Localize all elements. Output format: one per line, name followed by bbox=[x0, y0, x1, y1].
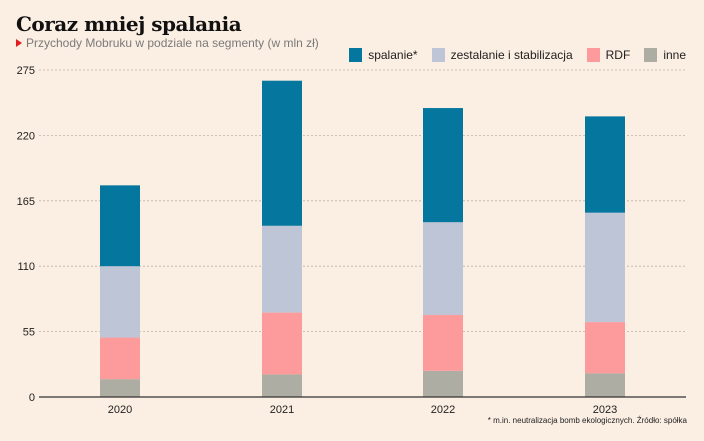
red-triangle-icon bbox=[16, 39, 22, 47]
y-tick-label: 220 bbox=[17, 130, 35, 142]
legend-label: spalanie* bbox=[368, 48, 418, 62]
x-tick-label: 2023 bbox=[593, 404, 617, 416]
bar-segment-spalanie bbox=[262, 80, 302, 226]
bar-segment-inne bbox=[100, 379, 140, 397]
bar-segment-inne bbox=[423, 370, 463, 397]
chart-subtitle: Przychody Mobruku w podziale na segmenty… bbox=[16, 36, 319, 50]
legend-item: inne bbox=[644, 48, 686, 62]
legend-label: inne bbox=[663, 48, 686, 62]
legend-swatch bbox=[349, 48, 363, 62]
bar-segment-zestalanie-i-stabilizacja bbox=[423, 222, 463, 315]
legend-swatch bbox=[431, 48, 445, 62]
bar-segment-rdf bbox=[585, 322, 625, 374]
bar-segment-spalanie bbox=[585, 116, 625, 213]
legend-swatch bbox=[586, 48, 600, 62]
x-tick-label: 2020 bbox=[108, 404, 132, 416]
footnote: * m.in. neutralizacja bomb ekologicznych… bbox=[487, 416, 687, 425]
legend-item: spalanie* bbox=[349, 48, 418, 62]
bar-segment-inne bbox=[585, 373, 625, 397]
y-tick-label: 55 bbox=[23, 327, 35, 339]
bar-segment-rdf bbox=[100, 337, 140, 380]
bar-segment-zestalanie-i-stabilizacja bbox=[585, 212, 625, 323]
bar-segment-rdf bbox=[262, 312, 302, 375]
legend-label: RDF bbox=[605, 48, 631, 62]
x-tick-label: 2022 bbox=[431, 404, 455, 416]
bar-segment-spalanie bbox=[100, 185, 140, 267]
legend-item: RDF bbox=[586, 48, 631, 62]
y-tick-label: 275 bbox=[17, 65, 35, 77]
legend-label: zestalanie i stabilizacja bbox=[450, 48, 573, 62]
subtitle-text: Przychody Mobruku w podziale na segmenty… bbox=[26, 36, 319, 50]
y-tick-label: 0 bbox=[29, 392, 35, 404]
chart-title: Coraz mniej spalania bbox=[16, 12, 242, 36]
y-tick-label: 110 bbox=[17, 261, 35, 273]
bar-segment-spalanie bbox=[423, 108, 463, 223]
bar-segment-rdf bbox=[423, 314, 463, 371]
legend: spalanie* zestalanie i stabilizacja RDF inn… bbox=[335, 48, 686, 62]
bar-segment-zestalanie-i-stabilizacja bbox=[100, 266, 140, 338]
legend-item: zestalanie i stabilizacja bbox=[431, 48, 573, 62]
y-tick-label: 165 bbox=[17, 196, 35, 208]
legend-swatch bbox=[644, 48, 658, 62]
bar-segment-zestalanie-i-stabilizacja bbox=[262, 225, 302, 313]
bar-segment-inne bbox=[262, 374, 302, 397]
x-tick-label: 2021 bbox=[270, 404, 294, 416]
